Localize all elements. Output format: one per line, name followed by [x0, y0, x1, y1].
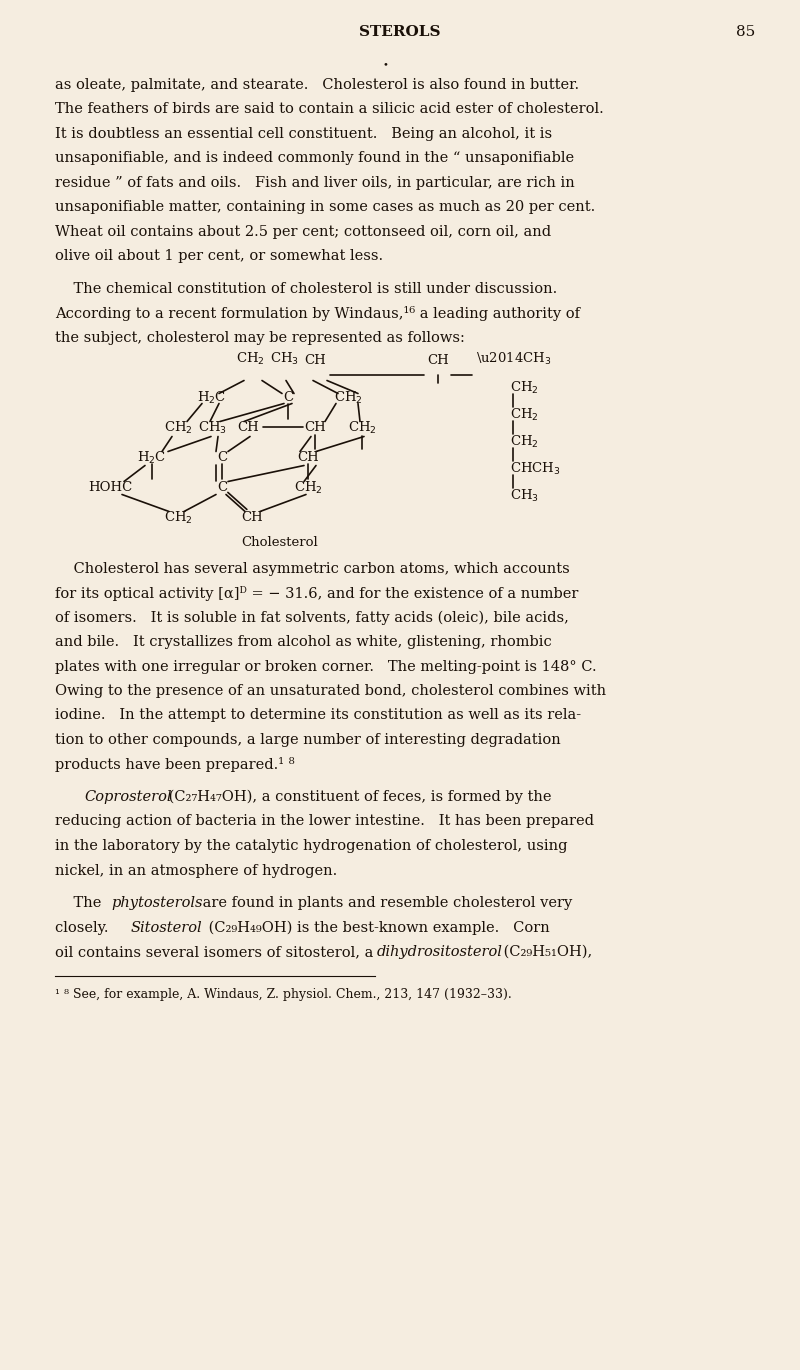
Text: C: C — [283, 390, 293, 404]
Text: CH: CH — [297, 451, 319, 464]
Text: Owing to the presence of an unsaturated bond, cholesterol combines with: Owing to the presence of an unsaturated … — [55, 684, 606, 697]
Text: •: • — [382, 60, 388, 68]
Text: (C₂₇H₄₇OH), a constituent of feces, is formed by the: (C₂₇H₄₇OH), a constituent of feces, is f… — [164, 790, 551, 804]
Text: of isomers.   It is soluble in fat solvents, fatty acids (oleic), bile acids,: of isomers. It is soluble in fat solvent… — [55, 611, 569, 625]
Text: CH$_3$: CH$_3$ — [270, 351, 298, 367]
Text: iodine.   In the attempt to determine its constitution as well as its rela-: iodine. In the attempt to determine its … — [55, 708, 581, 722]
Text: CH$_2$: CH$_2$ — [348, 419, 376, 436]
Text: products have been prepared.¹ ⁸: products have been prepared.¹ ⁸ — [55, 758, 294, 773]
Text: 85: 85 — [736, 25, 755, 38]
Text: reducing action of bacteria in the lower intestine.   It has been prepared: reducing action of bacteria in the lower… — [55, 815, 594, 829]
Text: CH$_3$: CH$_3$ — [198, 419, 226, 436]
Text: olive oil about 1 per cent, or somewhat less.: olive oil about 1 per cent, or somewhat … — [55, 249, 383, 263]
Text: CH$_3$: CH$_3$ — [510, 488, 539, 504]
Text: nickel, in an atmosphere of hydrogen.: nickel, in an atmosphere of hydrogen. — [55, 863, 338, 878]
Text: CH$_2$: CH$_2$ — [164, 510, 192, 526]
Text: HOHC: HOHC — [88, 481, 132, 495]
Text: The: The — [55, 896, 106, 910]
Text: CH$_2$: CH$_2$ — [294, 479, 322, 496]
Text: the subject, cholesterol may be represented as follows:: the subject, cholesterol may be represen… — [55, 332, 465, 345]
Text: tion to other compounds, a large number of interesting degradation: tion to other compounds, a large number … — [55, 733, 561, 747]
Text: C: C — [217, 451, 227, 464]
Text: residue ” of fats and oils.   Fish and liver oils, in particular, are rich in: residue ” of fats and oils. Fish and liv… — [55, 175, 574, 190]
Text: Cholesterol has several asymmetric carbon atoms, which accounts: Cholesterol has several asymmetric carbo… — [55, 562, 570, 575]
Text: It is doubtless an essential cell constituent.   Being an alcohol, it is: It is doubtless an essential cell consti… — [55, 127, 552, 141]
Text: phytosterols: phytosterols — [111, 896, 203, 910]
Text: as oleate, palmitate, and stearate.   Cholesterol is also found in butter.: as oleate, palmitate, and stearate. Chol… — [55, 78, 579, 92]
Text: Sitosterol: Sitosterol — [131, 921, 202, 934]
Text: CH: CH — [427, 355, 449, 367]
Text: Coprosterol: Coprosterol — [84, 790, 171, 804]
Text: in the laboratory by the catalytic hydrogenation of cholesterol, using: in the laboratory by the catalytic hydro… — [55, 838, 567, 854]
Text: unsaponifiable matter, containing in some cases as much as 20 per cent.: unsaponifiable matter, containing in som… — [55, 200, 595, 215]
Text: and bile.   It crystallizes from alcohol as white, glistening, rhombic: and bile. It crystallizes from alcohol a… — [55, 636, 552, 649]
Text: CH$_2$: CH$_2$ — [510, 407, 538, 422]
Text: CHCH$_3$: CHCH$_3$ — [510, 460, 561, 477]
Text: are found in plants and resemble cholesterol very: are found in plants and resemble cholest… — [198, 896, 573, 910]
Text: plates with one irregular or broken corner.   The melting-point is 148° C.: plates with one irregular or broken corn… — [55, 659, 597, 674]
Text: \u2014CH$_3$: \u2014CH$_3$ — [476, 351, 552, 367]
Text: CH$_2$: CH$_2$ — [236, 351, 264, 367]
Text: closely.: closely. — [55, 921, 122, 934]
Text: dihydrositosterol: dihydrositosterol — [377, 945, 503, 959]
Text: for its optical activity [α]ᴰ = − 31.6, and for the existence of a number: for its optical activity [α]ᴰ = − 31.6, … — [55, 586, 578, 601]
Text: ¹ ⁸ See, for example, A. Windaus, Z. physiol. Chem., 213, 147 (1932–33).: ¹ ⁸ See, for example, A. Windaus, Z. phy… — [55, 988, 512, 1000]
Text: CH: CH — [241, 511, 263, 523]
Text: STEROLS: STEROLS — [359, 25, 441, 38]
Text: CH: CH — [304, 355, 326, 367]
Text: CH$_2$: CH$_2$ — [510, 379, 538, 396]
Text: CH: CH — [237, 421, 259, 434]
Text: CH$_2$: CH$_2$ — [510, 433, 538, 449]
Text: C: C — [217, 481, 227, 495]
Text: According to a recent formulation by Windaus,¹⁶ a leading authority of: According to a recent formulation by Win… — [55, 307, 580, 322]
Text: Wheat oil contains about 2.5 per cent; cottonseed oil, corn oil, and: Wheat oil contains about 2.5 per cent; c… — [55, 225, 551, 238]
Text: unsaponifiable, and is indeed commonly found in the “ unsaponifiable: unsaponifiable, and is indeed commonly f… — [55, 152, 574, 166]
Text: CH$_2$: CH$_2$ — [164, 419, 192, 436]
Text: H$_2$C: H$_2$C — [198, 389, 226, 406]
Text: oil contains several isomers of sitosterol, a: oil contains several isomers of sitoster… — [55, 945, 378, 959]
Text: The chemical constitution of cholesterol is still under discussion.: The chemical constitution of cholesterol… — [55, 282, 558, 296]
Text: (C₂₉H₄₉OH) is the best-known example.   Corn: (C₂₉H₄₉OH) is the best-known example. Co… — [204, 921, 550, 934]
Text: (C₂₉H₅₁OH),: (C₂₉H₅₁OH), — [499, 945, 592, 959]
Text: Cholesterol: Cholesterol — [242, 537, 318, 549]
Text: CH$_2$: CH$_2$ — [334, 389, 362, 406]
Text: H$_2$C: H$_2$C — [138, 449, 166, 466]
Text: CH: CH — [304, 421, 326, 434]
Text: The feathers of birds are said to contain a silicic acid ester of cholesterol.: The feathers of birds are said to contai… — [55, 103, 604, 116]
